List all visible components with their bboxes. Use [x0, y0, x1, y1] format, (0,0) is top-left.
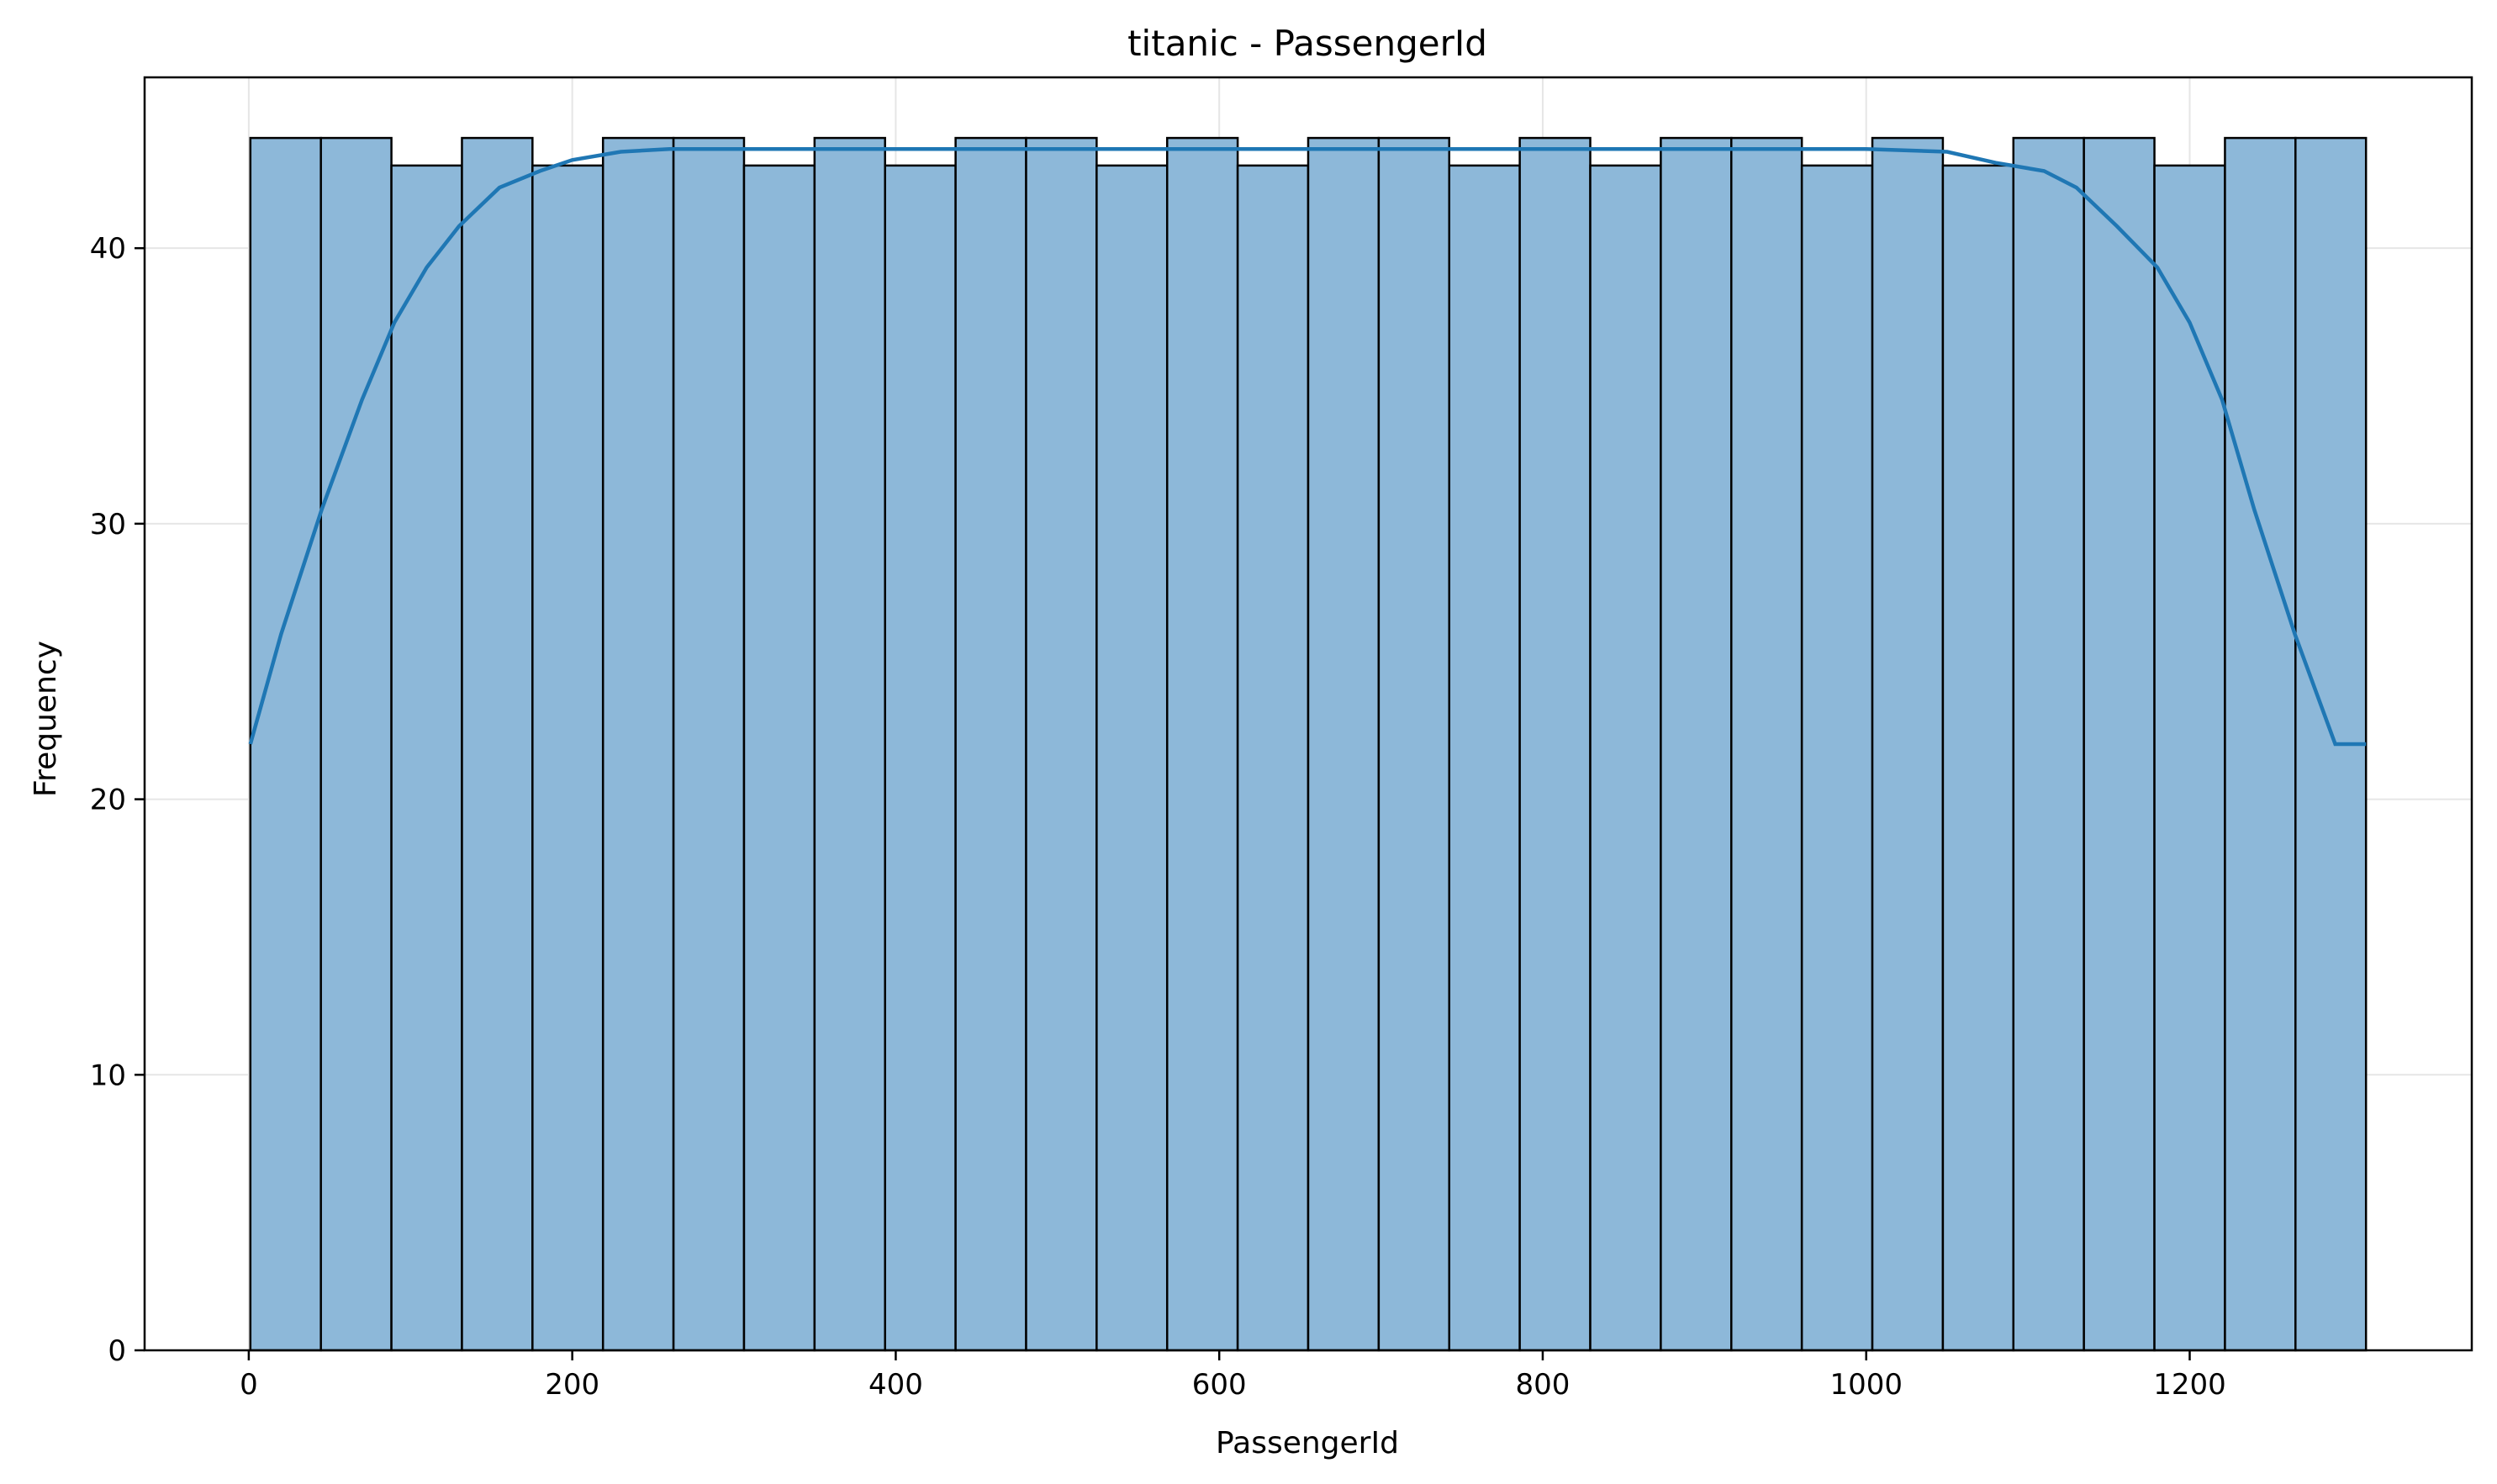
- histogram-bar-13: [1165, 136, 1239, 1352]
- x-tick-label-4: 800: [1516, 1368, 1571, 1402]
- histogram-bar-8: [813, 136, 886, 1352]
- x-tick-label-0: 0: [240, 1368, 258, 1402]
- x-tick-label-6: 1200: [2153, 1368, 2226, 1402]
- histogram-bar-20: [1660, 136, 1733, 1352]
- y-axis-ticks: 0 10 20 30 40: [90, 232, 145, 1368]
- histogram-bar-24: [1941, 164, 2015, 1352]
- x-axis-label: PassengerId: [1216, 1426, 1399, 1460]
- histogram-bar-18: [1518, 136, 1592, 1352]
- histogram-bar-7: [742, 164, 816, 1352]
- histogram-bar-1: [319, 136, 393, 1352]
- histogram-bars: [249, 136, 2368, 1352]
- histogram-bar-2: [390, 164, 463, 1352]
- histogram-bar-3: [461, 136, 534, 1352]
- x-tick-label-1: 200: [545, 1368, 599, 1402]
- chart-title: titanic - PassengerId: [1127, 23, 1487, 64]
- histogram-bar-5: [601, 136, 675, 1352]
- histogram-bar-6: [672, 136, 746, 1352]
- histogram-bar-0: [249, 136, 322, 1352]
- histogram-bar-26: [2083, 136, 2156, 1352]
- y-tick-label-4: 40: [90, 232, 126, 266]
- x-tick-label-2: 400: [868, 1368, 923, 1402]
- y-tick-label-0: 0: [108, 1334, 126, 1368]
- histogram-bar-15: [1307, 136, 1380, 1352]
- histogram-bar-11: [1025, 136, 1098, 1352]
- y-tick-label-2: 20: [90, 784, 126, 817]
- histogram-bar-17: [1448, 164, 1521, 1352]
- y-tick-label-1: 10: [90, 1059, 126, 1092]
- histogram-bar-12: [1095, 164, 1169, 1352]
- histogram-bar-19: [1589, 164, 1662, 1352]
- histogram-bar-9: [884, 164, 957, 1352]
- histogram-bar-22: [1800, 164, 1874, 1352]
- histogram-bar-27: [2153, 164, 2226, 1352]
- x-axis-ticks: 0 200 400 600 800 1000 1200: [240, 1350, 2226, 1402]
- plot-frame: [143, 76, 2473, 1352]
- x-tick-label-3: 600: [1192, 1368, 1247, 1402]
- histogram-bar-23: [1871, 136, 1945, 1352]
- x-tick-label-5: 1000: [1829, 1368, 1903, 1402]
- y-axis-label: Frequency: [29, 641, 63, 797]
- histogram-bar-25: [2012, 136, 2085, 1352]
- kde-curve: [248, 146, 2367, 747]
- histogram-bar-14: [1236, 164, 1310, 1352]
- histogram-bar-21: [1730, 136, 1803, 1352]
- histogram-bar-4: [531, 164, 604, 1352]
- y-tick-label-3: 30: [90, 508, 126, 541]
- histogram-bar-10: [954, 136, 1027, 1352]
- histogram-bar-16: [1377, 136, 1451, 1352]
- histogram-bar-28: [2224, 136, 2297, 1352]
